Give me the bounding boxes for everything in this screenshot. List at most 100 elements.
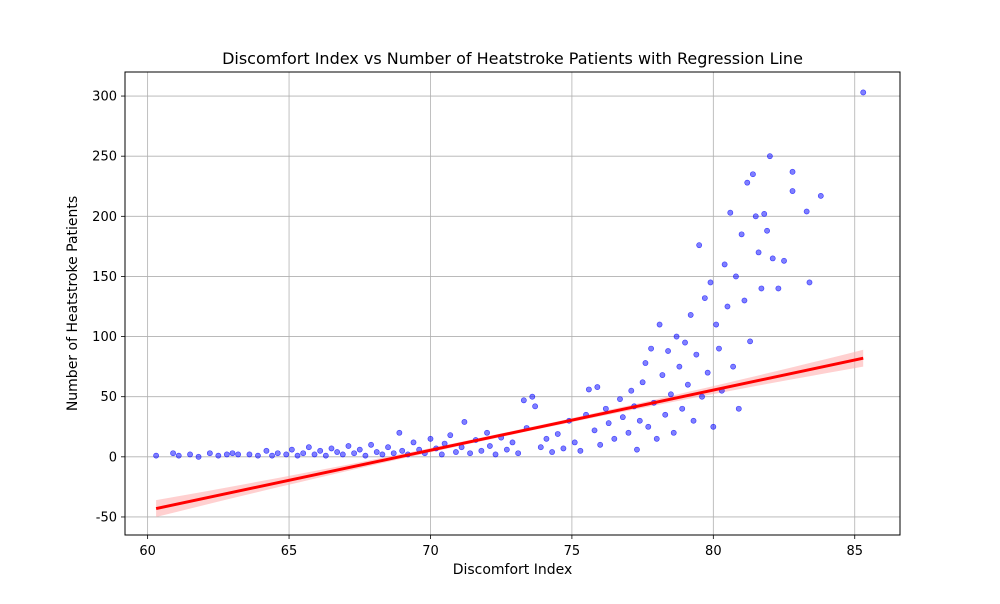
data-point xyxy=(322,452,329,459)
data-point xyxy=(438,451,445,458)
data-point xyxy=(667,391,674,398)
data-point xyxy=(351,450,358,457)
data-point xyxy=(269,452,275,459)
data-point xyxy=(520,397,527,404)
data-point xyxy=(334,449,341,455)
data-point xyxy=(699,393,705,400)
data-point xyxy=(509,439,516,446)
data-point xyxy=(246,451,253,458)
data-point xyxy=(789,188,796,194)
data-point xyxy=(676,363,683,370)
data-point xyxy=(532,403,539,410)
data-point xyxy=(645,423,652,430)
data-point xyxy=(597,441,604,448)
data-point xyxy=(619,414,626,421)
data-point xyxy=(817,192,824,199)
y-tick-label: 0 xyxy=(109,450,117,465)
data-point xyxy=(379,451,386,458)
data-point xyxy=(769,255,776,262)
data-point xyxy=(727,209,734,216)
regression-line-group xyxy=(155,356,864,511)
data-point xyxy=(263,447,270,454)
data-point xyxy=(602,405,609,412)
data-points xyxy=(153,89,867,460)
data-point xyxy=(223,451,230,458)
data-point xyxy=(659,372,666,378)
data-point xyxy=(693,351,700,358)
chart-title: Discomfort Index vs Number of Heatstroke… xyxy=(222,49,803,68)
data-point xyxy=(636,417,643,424)
data-point xyxy=(288,446,295,453)
y-tick-label: 300 xyxy=(92,90,117,105)
data-point xyxy=(195,453,202,460)
data-point xyxy=(339,451,346,458)
data-point xyxy=(673,333,680,340)
y-axis-ticks: -50 0 50 100 150 200 250 300 xyxy=(92,90,125,525)
data-point xyxy=(529,393,536,400)
data-point xyxy=(642,360,649,366)
data-point xyxy=(653,435,660,442)
data-point xyxy=(730,363,737,370)
x-tick-label: 85 xyxy=(846,544,863,559)
data-point xyxy=(549,449,555,455)
data-point xyxy=(662,411,669,418)
data-point xyxy=(255,452,261,459)
y-tick-label: 50 xyxy=(100,390,117,405)
data-point xyxy=(427,435,434,442)
data-point xyxy=(721,261,728,268)
data-point xyxy=(724,303,731,310)
y-tick-label: 250 xyxy=(92,150,117,165)
data-point xyxy=(229,450,236,457)
data-point xyxy=(775,285,782,292)
data-point xyxy=(781,257,787,264)
x-axis-ticks: 60 65 70 75 80 85 xyxy=(139,535,863,559)
data-point xyxy=(571,439,578,446)
data-point xyxy=(492,451,499,458)
data-point xyxy=(478,447,485,454)
data-point xyxy=(701,295,708,301)
data-point xyxy=(648,345,654,352)
data-point xyxy=(235,451,242,458)
data-point xyxy=(515,450,522,457)
data-point xyxy=(311,451,318,458)
data-point xyxy=(656,321,663,328)
data-point xyxy=(687,312,694,318)
data-point xyxy=(484,429,490,436)
data-point xyxy=(356,446,363,453)
data-point xyxy=(605,420,612,427)
y-tick-label: -50 xyxy=(96,510,117,525)
data-point xyxy=(554,431,561,437)
y-tick-label: 150 xyxy=(92,270,117,285)
data-point xyxy=(410,439,417,446)
data-point xyxy=(153,452,160,459)
data-point xyxy=(577,447,584,454)
data-point xyxy=(755,249,762,256)
y-tick-label: 200 xyxy=(92,210,117,225)
data-point xyxy=(733,273,739,280)
x-tick-label: 70 xyxy=(422,544,439,559)
data-point xyxy=(750,171,756,178)
data-point xyxy=(690,417,697,424)
data-point xyxy=(766,153,773,160)
data-point xyxy=(543,435,550,442)
y-axis-label: Number of Heatstroke Patients xyxy=(65,196,81,411)
data-point xyxy=(634,446,640,453)
data-point xyxy=(628,387,635,394)
data-point xyxy=(761,211,768,217)
data-point xyxy=(294,452,301,459)
data-point xyxy=(617,396,623,403)
y-tick-label: 100 xyxy=(92,330,117,345)
data-point xyxy=(744,179,751,186)
data-point xyxy=(215,452,222,459)
data-point xyxy=(679,405,686,412)
regression-line xyxy=(155,356,864,511)
data-point xyxy=(682,339,688,346)
grid-lines xyxy=(125,72,900,535)
data-point xyxy=(187,451,193,458)
data-point xyxy=(362,452,369,459)
data-point xyxy=(560,445,567,452)
data-point xyxy=(368,441,374,448)
plot-frame xyxy=(124,71,901,536)
